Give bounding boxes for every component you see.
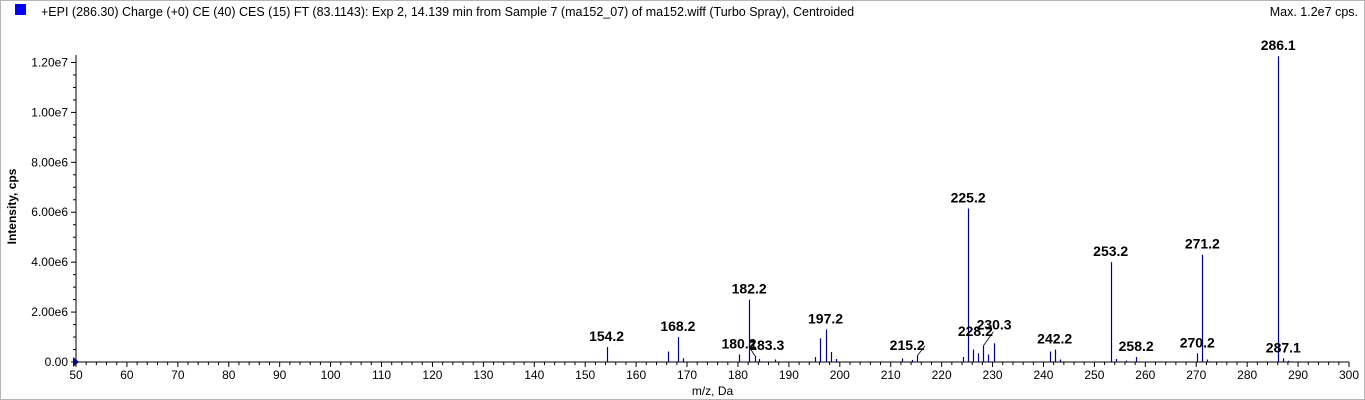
peak-label: 215.2: [890, 337, 925, 353]
peak-label: 180.2: [721, 336, 756, 352]
x-tick-label: 60: [120, 368, 134, 382]
x-tick-label: 170: [677, 368, 697, 382]
label-leader-line: [983, 331, 994, 347]
x-tick-label: 150: [575, 368, 595, 382]
peak-label: 225.2: [951, 190, 986, 206]
x-tick-label: 290: [1288, 368, 1308, 382]
peak-label: 253.2: [1093, 243, 1128, 259]
y-axis-title: Intensity, cps: [5, 168, 19, 244]
spectrum-title: +EPI (286.30) Charge (+0) CE (40) CES (1…: [41, 5, 855, 19]
y-tick-label: 6.00e6: [31, 205, 68, 219]
y-tick-label: 1.20e7: [31, 55, 68, 69]
x-tick-label: 240: [1033, 368, 1053, 382]
x-tick-label: 180: [728, 368, 748, 382]
x-tick-label: 300: [1339, 368, 1359, 382]
y-tick-label: 1.00e7: [31, 105, 68, 119]
peak-label: 183.3: [749, 337, 784, 353]
label-leader-line: [916, 345, 926, 357]
peak-label: 182.2: [732, 281, 767, 297]
x-tick-label: 80: [222, 368, 236, 382]
peak-label: 258.2: [1119, 338, 1154, 354]
x-tick-label: 250: [1084, 368, 1104, 382]
x-axis-title: m/z, Da: [692, 384, 734, 398]
x-tick-label: 120: [422, 368, 442, 382]
peak-label: 270.2: [1180, 334, 1215, 350]
x-tick-label: 280: [1237, 368, 1257, 382]
max-intensity-label: Max. 1.2e7 cps.: [1269, 5, 1358, 19]
x-tick-label: 100: [321, 368, 341, 382]
x-tick-label: 190: [779, 368, 799, 382]
x-tick-label: 260: [1135, 368, 1155, 382]
x-tick-label: 50: [69, 368, 83, 382]
peak-label: 286.1: [1261, 37, 1296, 53]
x-tick-label: 90: [273, 368, 287, 382]
peak-label: 154.2: [589, 328, 624, 344]
peak-label: 230.3: [977, 316, 1012, 332]
x-tick-label: 230: [983, 368, 1003, 382]
x-tick-label: 140: [524, 368, 544, 382]
x-tick-label: 70: [171, 368, 185, 382]
peak-label: 271.2: [1185, 236, 1220, 252]
x-tick-label: 160: [626, 368, 646, 382]
peak-label: 287.1: [1266, 339, 1301, 355]
label-leader-line: [748, 345, 756, 356]
peak-label: 197.2: [808, 311, 843, 327]
x-tick-label: 110: [372, 368, 391, 382]
peak-label: 242.2: [1037, 331, 1072, 347]
x-tick-label: 200: [830, 368, 850, 382]
peak-label: 168.2: [660, 318, 695, 334]
series-legend-marker[interactable]: [15, 4, 26, 15]
x-tick-label: 210: [881, 368, 901, 382]
y-tick-label: 4.00e6: [31, 255, 68, 269]
peak-label: 228.2: [958, 323, 993, 339]
x-tick-label: 130: [473, 368, 493, 382]
origin-marker: [73, 357, 79, 367]
x-tick-label: 220: [932, 368, 952, 382]
y-tick-label: 0.00: [45, 355, 69, 369]
y-tick-label: 2.00e6: [31, 305, 68, 319]
x-tick-label: 270: [1186, 368, 1206, 382]
y-tick-label: 8.00e6: [31, 155, 68, 169]
